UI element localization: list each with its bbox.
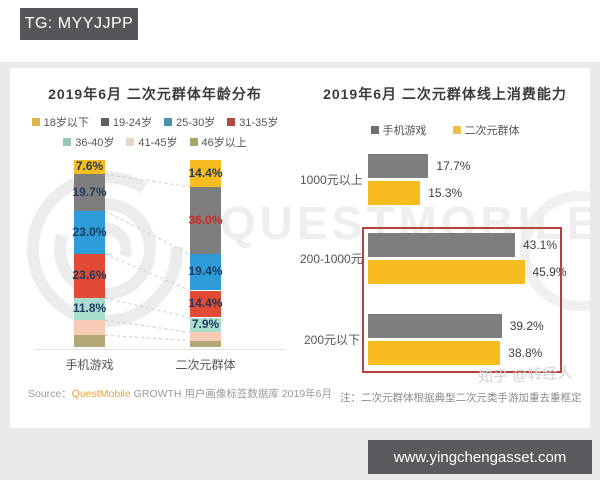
value-label: 15.3% <box>428 186 463 200</box>
legend-label: 19-24岁 <box>112 117 153 129</box>
legend-swatch-icon <box>164 118 173 126</box>
legend-item: 46岁以上 <box>189 134 247 150</box>
value-label: 38.8% <box>508 346 543 360</box>
legend-item: 31-35岁 <box>227 114 278 130</box>
bar-segment <box>190 160 221 187</box>
dashed-connector <box>104 319 191 333</box>
segment-value-label: 14.4% <box>188 296 223 310</box>
legend-item: 二次元群体 <box>452 122 520 138</box>
segment-value-label: 36.0% <box>188 212 223 227</box>
highlight-box <box>362 227 562 373</box>
legend-item: 25-30岁 <box>164 114 215 130</box>
category-label: 手机游戏 <box>65 358 114 372</box>
legend-swatch-icon <box>370 126 379 134</box>
bar <box>368 181 421 205</box>
source-note: Source：QuestMobile GROWTH 用户画像标签数据库 2019… <box>28 386 332 401</box>
category-label: 200元以下 <box>303 333 360 347</box>
bar-segment <box>190 317 221 333</box>
value-label: 43.1% <box>523 238 558 252</box>
age-legend-row-2: 36-40岁 41-45岁 46岁以上 <box>10 134 300 150</box>
legend-label: 36-40岁 <box>75 137 115 149</box>
bar <box>368 233 515 257</box>
x-axis-line <box>35 349 285 350</box>
age-distribution-plot: 7.6% 14.4% 19.7% 36.0% 23.0% 19.4% 23.6% 14.4% 1… <box>10 68 300 428</box>
source-brand: QuestMobile <box>71 388 131 400</box>
spending-legend: 手机游戏 二次元群体 <box>300 122 590 138</box>
spending-chart-title: 2019年6月 二次元群体线上消费能力 <box>323 86 567 102</box>
questmobile-ring-watermark-icon <box>520 191 590 311</box>
category-label: 二次元群体 <box>175 358 236 372</box>
footnote: 注：二次元群体根据典型二次元类手游加重去重框定 <box>340 392 582 404</box>
legend-swatch-icon <box>63 138 72 146</box>
legend-label: 46岁以上 <box>201 137 247 149</box>
connector-lines <box>104 173 191 342</box>
spending-plot: 1000元以上 17.7% 15.3% 200-1000元 43.1% 45.9% 200元… <box>300 68 590 428</box>
tg-badge-text: TG: MYYJJPP <box>24 15 134 32</box>
dashed-connector <box>104 253 191 291</box>
bar <box>368 314 502 338</box>
dashed-connector <box>104 210 191 255</box>
bar <box>368 154 429 178</box>
segment-value-label: 11.8% <box>72 301 107 316</box>
bar-segment <box>74 335 105 347</box>
website-badge: www.yingchengasset.com <box>368 440 592 474</box>
value-label: 45.9% <box>532 265 567 279</box>
bar-segment <box>190 290 221 318</box>
segment-value-label: 23.0% <box>72 224 107 239</box>
legend-item: 19-24岁 <box>100 114 153 130</box>
source-rest: GROWTH 用户画像标签数据库 2019年6月 <box>130 388 333 400</box>
bar-segment <box>190 340 221 347</box>
tg-badge: TG: MYYJJPP <box>20 8 138 40</box>
value-label: 39.2% <box>509 319 544 333</box>
legend-swatch-icon <box>227 118 236 126</box>
value-label: 17.7% <box>436 159 471 173</box>
category-label: 1000元以上 <box>300 173 363 187</box>
segment-value-label: 7.6% <box>75 159 104 174</box>
dashed-connector <box>104 334 191 342</box>
legend-label: 18岁以下 <box>43 117 89 129</box>
legend-item: 手机游戏 <box>370 122 427 138</box>
source-prefix: Source： <box>28 388 72 400</box>
dashed-connector <box>104 297 191 318</box>
background-area: QUESTMOBILE 2019年6月 二次元群体年龄分布 18岁以下 19-24… <box>0 62 600 480</box>
legend-item: 36-40岁 <box>63 134 114 150</box>
age-legend-row-1: 18岁以下 19-24岁 25-30岁 31-35岁 <box>10 114 300 130</box>
segment-value-label: 19.4% <box>188 264 223 279</box>
legend-swatch-icon <box>31 118 40 126</box>
legend-swatch-icon <box>189 138 198 146</box>
bar-segment <box>74 320 105 336</box>
legend-swatch-icon <box>100 118 109 126</box>
dashed-connector <box>104 173 191 188</box>
spending-power-chart: 2019年6月 二次元群体线上消费能力 手机游戏 二次元群体 1000元以上 17.… <box>300 68 590 428</box>
segment-value-label: 19.7% <box>72 184 107 199</box>
segment-value-label: 7.9% <box>191 316 220 331</box>
legend-swatch-icon <box>452 126 461 134</box>
age-chart-title: 2019年6月 二次元群体年龄分布 <box>48 86 262 102</box>
bar-segment <box>74 254 105 299</box>
bar <box>368 260 525 284</box>
legend-item: 18岁以下 <box>31 114 89 130</box>
legend-label: 手机游戏 <box>382 125 427 137</box>
legend-label: 二次元群体 <box>464 125 520 137</box>
website-url-text: www.yingchengasset.com <box>393 448 567 466</box>
legend-swatch-icon <box>126 138 135 146</box>
legend-label: 25-30岁 <box>176 117 216 129</box>
segment-value-label: 23.6% <box>72 268 107 283</box>
bar-segment <box>190 332 221 341</box>
legend-label: 41-45岁 <box>138 137 178 149</box>
age-distribution-chart: 2019年6月 二次元群体年龄分布 18岁以下 19-24岁 25-30岁 31-35… <box>10 68 332 428</box>
bar-segment <box>74 160 105 175</box>
bar-segment <box>74 211 105 255</box>
legend-label: 31-35岁 <box>239 117 279 129</box>
infographic-card: QUESTMOBILE 2019年6月 二次元群体年龄分布 18岁以下 19-24… <box>10 68 590 428</box>
bar-segment <box>190 254 221 291</box>
legend-item: 41-45岁 <box>126 134 178 150</box>
category-label: 200-1000元 <box>300 252 363 266</box>
bar-segment <box>190 186 221 255</box>
bar-segment <box>74 298 105 321</box>
segment-value-label: 14.4% <box>188 165 223 180</box>
bar <box>368 341 501 365</box>
bar-segment <box>74 174 105 211</box>
